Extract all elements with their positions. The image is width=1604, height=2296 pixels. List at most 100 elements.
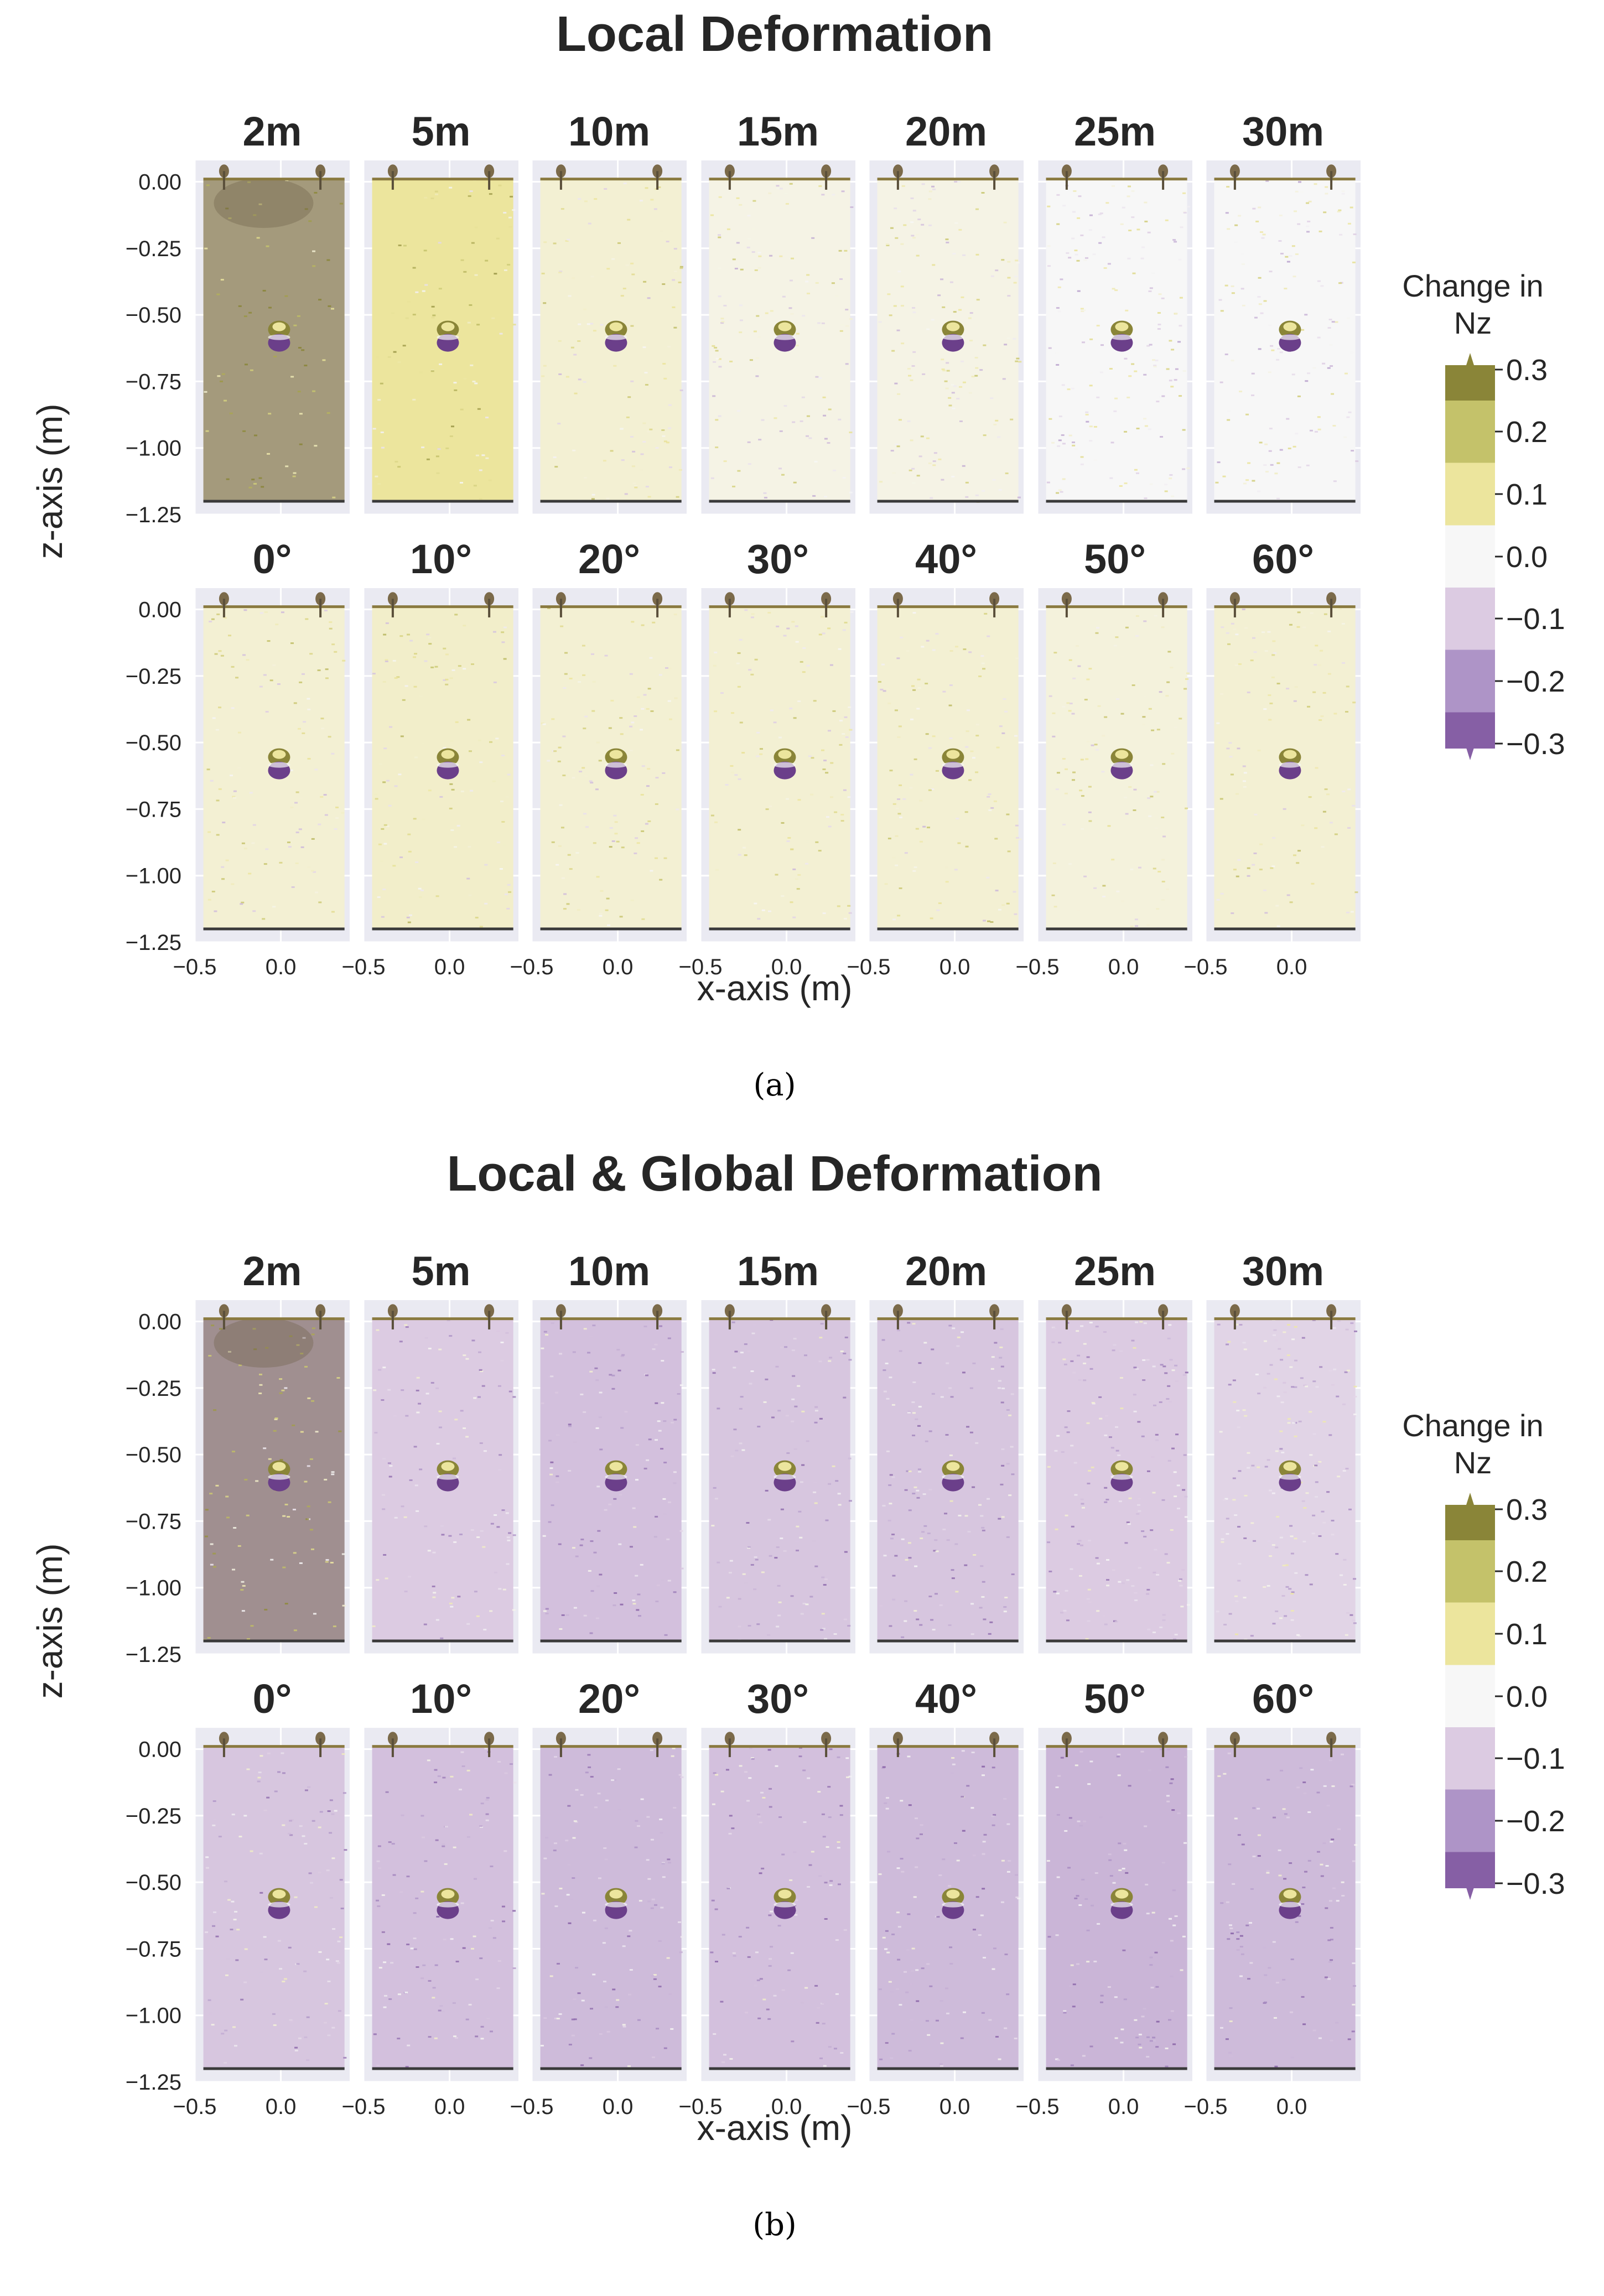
speckle (1236, 875, 1239, 877)
speckle (918, 455, 922, 458)
speckle (207, 1637, 211, 1639)
speckle (814, 1565, 818, 1567)
y-tick-label: −1.25 (126, 1643, 181, 1667)
speckle (907, 1411, 911, 1414)
speckle (982, 1956, 986, 1959)
speckle (961, 360, 964, 362)
speckle (1003, 698, 1006, 700)
speckle (910, 379, 913, 381)
speckle (676, 496, 679, 498)
speckle (1058, 489, 1062, 491)
speckle (620, 1355, 624, 1357)
speckle (1180, 1606, 1184, 1608)
speckle (383, 2006, 387, 2008)
speckle (1353, 1385, 1357, 1388)
speckle (413, 1912, 417, 1914)
speckle (1335, 2022, 1339, 2024)
speckle (1134, 469, 1138, 471)
speckle (746, 1522, 750, 1524)
speckle (750, 1757, 754, 1759)
speckle (811, 237, 815, 239)
speckle (898, 725, 902, 728)
speckle (598, 760, 602, 762)
speckle (1011, 1573, 1015, 1576)
speckle (919, 1833, 923, 1835)
speckle (1179, 1578, 1182, 1580)
x-tick-label: 0.0 (266, 2095, 297, 2119)
x-tick-label: −0.5 (847, 955, 891, 979)
speckle (725, 1769, 729, 1771)
speckle (1104, 716, 1108, 718)
speckle (1065, 1514, 1068, 1516)
speckle (415, 1897, 419, 1899)
speckle (285, 465, 289, 467)
speckle (265, 710, 269, 713)
speckle (632, 450, 636, 453)
speckle (1338, 282, 1342, 284)
speckle (1341, 1881, 1345, 1883)
speckle (381, 446, 385, 449)
speckle (1331, 1838, 1335, 1841)
speckle (1167, 1337, 1171, 1339)
speckle (714, 821, 718, 823)
speckle (673, 1419, 677, 1421)
speckle (1171, 349, 1175, 351)
speckle (322, 359, 326, 361)
speckle (778, 1601, 782, 1603)
speckle (434, 2037, 438, 2039)
y-tick-label: −0.25 (126, 1376, 181, 1401)
speckle (1136, 428, 1140, 430)
speckle (1261, 237, 1265, 239)
speckle (762, 1796, 766, 1799)
speckle (1105, 1498, 1109, 1500)
speckle (1015, 657, 1019, 659)
speckle (630, 380, 634, 382)
bump-center (774, 762, 796, 768)
speckle (749, 1383, 752, 1385)
speckle (994, 1342, 998, 1344)
speckle (1064, 1830, 1068, 1832)
speckle (1071, 387, 1074, 389)
speckle (455, 2037, 459, 2039)
speckle (325, 1559, 329, 1561)
colorbar-bin (1445, 365, 1495, 401)
speckle (964, 811, 968, 813)
speckle (647, 1900, 651, 1903)
speckle (293, 324, 297, 326)
speckle (1149, 1964, 1153, 1966)
speckle (910, 197, 914, 199)
speckle (1222, 1499, 1226, 1501)
speckle (1342, 791, 1346, 793)
speckle (253, 434, 257, 437)
speckle (1119, 1376, 1123, 1379)
speckle (341, 812, 345, 814)
speckle (444, 1863, 448, 1865)
speckle (507, 884, 511, 886)
speckle (1165, 219, 1169, 221)
panel-30m: 30m (1205, 1248, 1361, 1655)
speckle (679, 389, 683, 392)
speckle (1001, 904, 1005, 906)
speckle (1127, 1523, 1131, 1525)
speckle (932, 460, 936, 463)
speckle (1254, 631, 1258, 633)
speckle (1131, 684, 1135, 687)
speckle (541, 375, 545, 377)
speckle (663, 2047, 667, 2049)
speckle (783, 635, 787, 637)
speckle (1168, 1918, 1172, 1920)
speckle (450, 829, 454, 832)
speckle (1320, 650, 1323, 652)
speckle (1070, 1964, 1074, 1966)
speckle (373, 2033, 377, 2035)
speckle (1056, 307, 1060, 309)
speckle (1099, 371, 1103, 373)
speckle (1146, 1913, 1150, 1915)
speckle (473, 485, 477, 487)
speckle (304, 1789, 308, 1791)
speckle (1182, 370, 1186, 372)
speckle (225, 859, 229, 861)
y-tick-label: −1.25 (126, 2070, 181, 2095)
speckle (813, 1491, 817, 1493)
speckle (843, 1618, 847, 1620)
